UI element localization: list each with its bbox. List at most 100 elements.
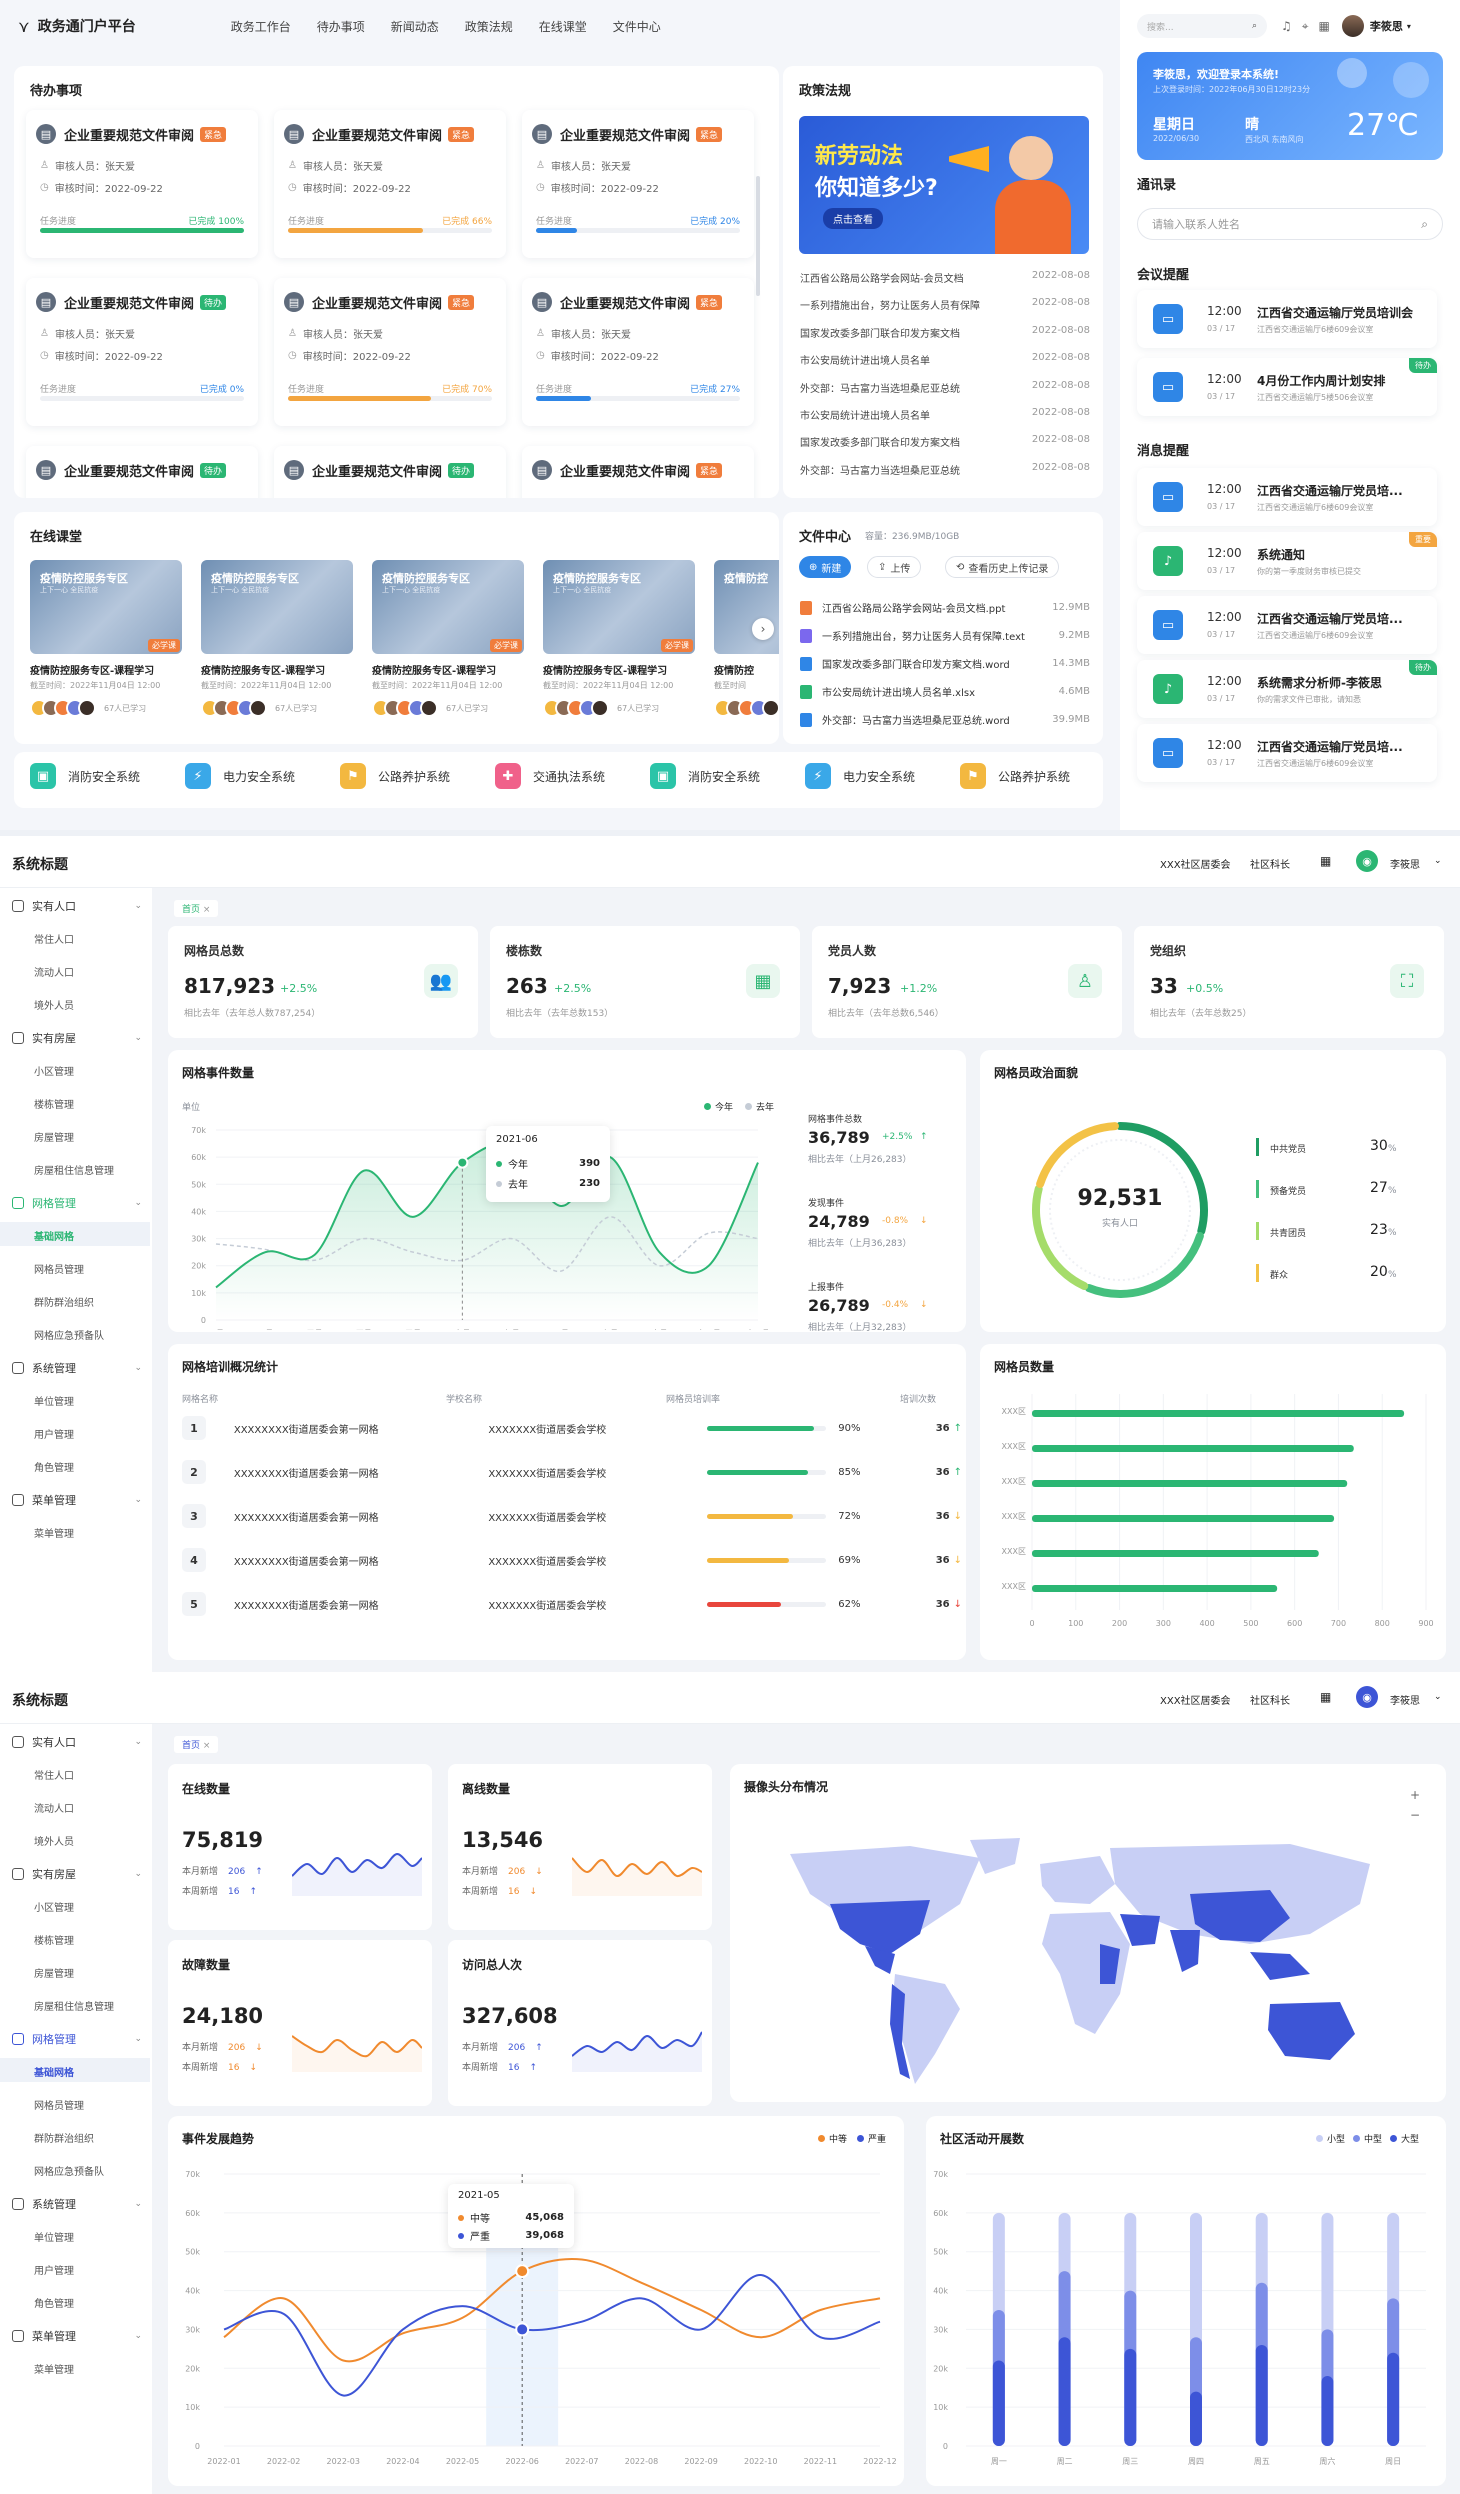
sidebar-item[interactable]: 菜单管理 — [34, 2365, 74, 2376]
sidebar-item[interactable]: 房屋管理 — [34, 1133, 74, 1144]
map-zoom-out-button[interactable]: − — [1410, 1808, 1421, 1822]
nav-item-news[interactable]: 新闻动态 — [390, 19, 439, 34]
s2-user[interactable]: 李筱思 — [1390, 860, 1420, 871]
file-item[interactable]: 一系列措施出台，努力让医务人员有保障.text 9.2MB — [800, 628, 1090, 643]
s3-user-caret-icon[interactable]: ⌄ — [1434, 1692, 1442, 1702]
course-item[interactable]: 疫情防控服务专区 上下一心 全民抗疫 必学课 疫情防控服务专区-课程学习 截至时间：20… — [372, 560, 524, 717]
system-link[interactable]: ▣ 消防安全系统 — [30, 763, 140, 789]
training-row[interactable]: 5 XXXXXXXX街道居委会第一网格 XXXXXXX街道居委会学校 62% 36 ↓ — [182, 1590, 962, 1618]
news-item[interactable]: 国家发改委多部门联合印发方案文档 2022-08-08 — [800, 434, 1090, 449]
news-item[interactable]: 外交部：马古富力当选坦桑尼亚总统 2022-08-08 — [800, 462, 1090, 477]
course-item[interactable]: 疫情防控服务专区 上下一心 全民抗疫 疫情防控服务专区-课程学习 截至时间：2022年… — [201, 560, 353, 717]
sidebar-item[interactable]: 群防群治组织 — [34, 1298, 94, 1309]
message-item[interactable]: ♪ 12:00 03 / 17 系统通知 你的第一季度财务审核已提交 重要 — [1137, 532, 1437, 590]
sidebar-item[interactable]: 角色管理 — [34, 2299, 74, 2310]
s2-avatar[interactable]: ◉ — [1356, 850, 1378, 872]
sidebar-item[interactable]: 房屋管理 — [34, 1969, 74, 1980]
sidebar-item[interactable]: 单位管理 — [34, 1397, 74, 1408]
s2-apps-icon[interactable]: ▦ — [1320, 854, 1332, 868]
sidebar-item[interactable]: 网格应急预备队 — [34, 2167, 104, 2178]
sidebar-item[interactable]: 流动人口 — [34, 1804, 74, 1815]
todo-card[interactable]: ▤ 企业重要规范文件审阅 待办 — [274, 446, 506, 498]
s3-org[interactable]: XXX社区居委会 — [1160, 1696, 1231, 1707]
policy-banner[interactable]: 新劳动法 你知道多少? 点击查看 — [799, 116, 1089, 254]
sidebar-item[interactable]: 境外人员 — [34, 1001, 74, 1012]
meeting-item[interactable]: ▭ 12:00 03 / 17 江西省交通运输厅党员培训会 江西省交通运输厅6楼609会… — [1137, 290, 1437, 348]
sidebar-item[interactable]: 群防群治组织 — [34, 2134, 94, 2145]
location-icon[interactable]: ⌖ — [1301, 18, 1309, 33]
trend-chart[interactable]: 0 10k 20k 30k 40k 50k 60k 70k 2022-01 2022-02 2022… — [168, 2156, 904, 2482]
btn-upload[interactable]: ⇪ 上传 — [867, 556, 922, 578]
sidebar-item[interactable]: 网格员管理 — [34, 1265, 84, 1276]
bell-icon[interactable]: ♫ — [1281, 19, 1292, 33]
todo-card[interactable]: ▤ 企业重要规范文件审阅 待办 ♙ 审核人员：张天爱 ◷ 审核时间：2022-09-22 任务… — [26, 278, 258, 426]
sidebar-item[interactable]: 常住人口 — [34, 1771, 74, 1782]
system-link[interactable]: ⚑ 公路养护系统 — [960, 763, 1070, 789]
news-item[interactable]: 市公安局统计进出境人员名单 2022-08-08 — [800, 352, 1090, 367]
todo-card[interactable]: ▤ 企业重要规范文件审阅 紧急 ♙ 审核人员：张天爱 ◷ 审核时间：2022-09-22 任务… — [522, 110, 754, 258]
sidebar-item[interactable]: 网格员管理 — [34, 2101, 84, 2112]
todo-scrollbar[interactable] — [756, 176, 760, 296]
avatar[interactable] — [1341, 15, 1364, 37]
banner-button[interactable]: 点击查看 — [823, 208, 883, 229]
sidebar-item[interactable]: 网格应急预备队 — [34, 1331, 104, 1342]
sidebar-item[interactable]: 流动人口 — [34, 968, 74, 979]
events-chart[interactable]: 0 10k 20k 30k 40k 50k 60k 70k 一月 二月 三月 四月 五月 六月七月 八月 九月… — [168, 1110, 768, 1330]
gridcount-chart[interactable]: 0 100 200 300 400 500 600 700 800 900 XXX区 XXX区 XXX区… — [980, 1384, 1446, 1654]
news-item[interactable]: 江西省公路局公路学会网站-会员文档 2022-08-08 — [800, 270, 1090, 285]
news-item[interactable]: 一系列措施出台，努力让医务人员有保障 2022-08-08 — [800, 297, 1090, 312]
sidebar-group[interactable]: 菜单管理 ⌄ — [12, 1492, 142, 1508]
news-item[interactable]: 市公安局统计进出境人员名单 2022-08-08 — [800, 407, 1090, 422]
global-search-input[interactable]: 搜索... — [1147, 22, 1174, 33]
sidebar-group[interactable]: 实有人口 ⌄ — [12, 898, 142, 914]
message-item[interactable]: ♪ 12:00 03 / 17 系统需求分析师-李筱思 你的需求文件已审批，请知悉 待办 — [1137, 660, 1437, 718]
s2-org[interactable]: XXX社区居委会 — [1160, 860, 1231, 871]
todo-card[interactable]: ▤ 企业重要规范文件审阅 待办 — [26, 446, 258, 498]
system-link[interactable]: ⚡ 电力安全系统 — [185, 763, 295, 789]
btn-new-file[interactable]: ⊕ 新建 — [799, 556, 852, 578]
btn-history[interactable]: ⟲ 查看历史上传记录 — [945, 556, 1060, 578]
s2-role[interactable]: 社区科长 — [1250, 860, 1290, 871]
s2-user-caret-icon[interactable]: ⌄ — [1434, 856, 1442, 866]
nav-item-todo[interactable]: 待办事项 — [316, 19, 365, 34]
system-link[interactable]: ✚ 交通执法系统 — [495, 763, 605, 789]
sidebar-group[interactable]: 系统管理 ⌄ — [12, 1360, 142, 1376]
file-item[interactable]: 市公安局统计进出境人员名单.xlsx 4.6MB — [800, 684, 1090, 699]
sidebar-group[interactable]: 实有房屋 ⌄ — [12, 1866, 142, 1882]
sidebar-item[interactable]: 境外人员 — [34, 1837, 74, 1848]
todo-card[interactable]: ▤ 企业重要规范文件审阅 紧急 — [522, 446, 754, 498]
meeting-item[interactable]: ▭ 12:00 03 / 17 4月份工作内周计划安排 江西省交通运输厅5楼506会议室… — [1137, 358, 1437, 416]
sidebar-group[interactable]: 网格管理 ⌄ — [12, 2031, 142, 2047]
todo-card[interactable]: ▤ 企业重要规范文件审阅 紧急 ♙ 审核人员：张天爱 ◷ 审核时间：2022-09-22 任务… — [26, 110, 258, 258]
training-row[interactable]: 2 XXXXXXXX街道居委会第一网格 XXXXXXX街道居委会学校 85% 36 ↑ — [182, 1458, 962, 1486]
nav-item-workbench[interactable]: 政务工作台 — [230, 19, 291, 34]
nav-item-files[interactable]: 文件中心 — [612, 19, 661, 34]
todo-card[interactable]: ▤ 企业重要规范文件审阅 紧急 ♙ 审核人员：张天爱 ◷ 审核时间：2022-09-22 任务… — [274, 278, 506, 426]
sidebar-item[interactable]: 房屋租住信息管理 — [34, 1166, 114, 1177]
s3-role[interactable]: 社区科长 — [1250, 1696, 1290, 1707]
sidebar-item[interactable]: 用户管理 — [34, 1430, 74, 1441]
sidebar-item[interactable]: 基础网格 — [34, 2068, 74, 2079]
s3-avatar[interactable]: ◉ — [1356, 1686, 1378, 1708]
file-item[interactable]: 国家发改委多部门联合印发方案文档.word 14.3MB — [800, 656, 1090, 671]
message-item[interactable]: ▭ 12:00 03 / 17 江西省交通运输厅党员培... 江西省交通运输厅6楼609… — [1137, 724, 1437, 782]
user-dropdown-icon[interactable]: ▾ — [1406, 21, 1411, 31]
grid-icon[interactable]: ▦ — [1318, 19, 1330, 33]
system-link[interactable]: ▣ 消防安全系统 — [650, 763, 760, 789]
sidebar-group[interactable]: 菜单管理 ⌄ — [12, 2328, 142, 2344]
sidebar-item[interactable]: 房屋租住信息管理 — [34, 2002, 114, 2013]
global-search[interactable]: 搜索... ⌕ — [1137, 14, 1267, 38]
message-item[interactable]: ▭ 12:00 03 / 17 江西省交通运输厅党员培... 江西省交通运输厅6楼609… — [1137, 596, 1437, 654]
sidebar-item[interactable]: 楼栋管理 — [34, 1936, 74, 1947]
politics-donut[interactable] — [1020, 1110, 1220, 1310]
sidebar-item[interactable]: 常住人口 — [34, 935, 74, 946]
map-zoom-in-button[interactable]: + — [1410, 1788, 1421, 1802]
sidebar-group[interactable]: 系统管理 ⌄ — [12, 2196, 142, 2212]
file-item[interactable]: 江西省公路局公路学会网站-会员文档.ppt 12.9MB — [800, 600, 1090, 615]
system-link[interactable]: ⚑ 公路养护系统 — [340, 763, 450, 789]
user-name[interactable]: 李筱思 — [1369, 20, 1403, 33]
contacts-search-icon[interactable]: ⌕ — [1421, 216, 1428, 231]
sidebar-item[interactable]: 小区管理 — [34, 1903, 74, 1914]
course-next-button[interactable]: › — [752, 618, 774, 640]
sidebar-group[interactable]: 网格管理 ⌄ — [12, 1195, 142, 1211]
